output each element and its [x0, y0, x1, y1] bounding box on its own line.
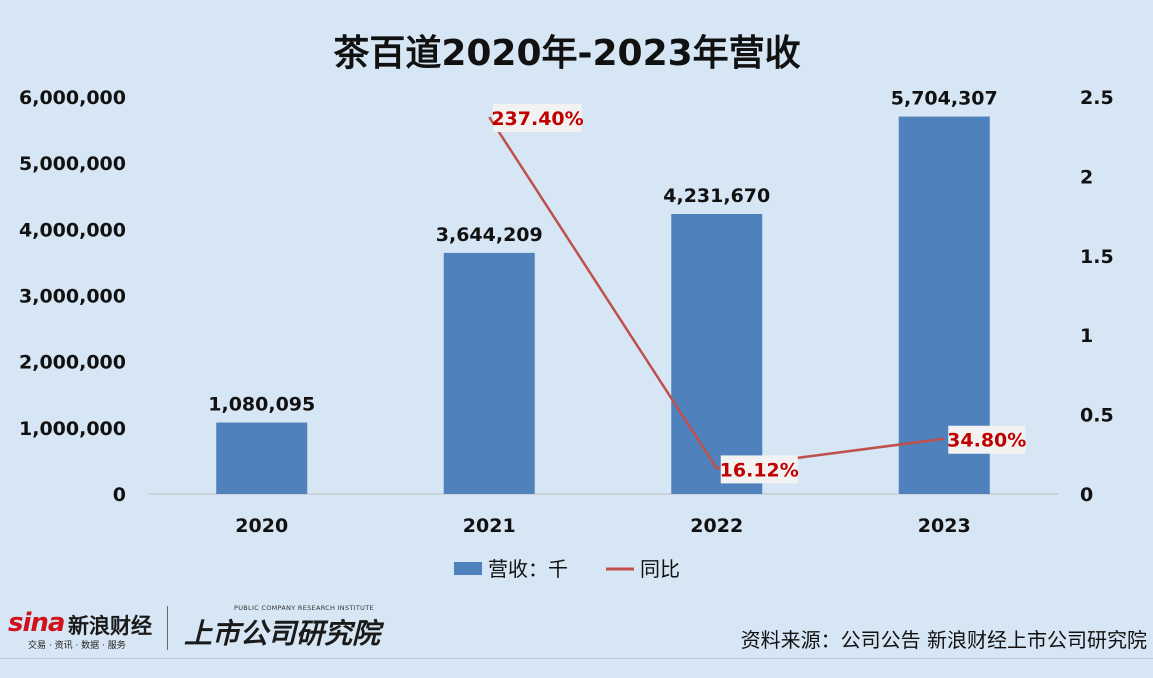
line-data-label: 237.40% [491, 108, 583, 130]
sina-finance-name: 新浪财经 [68, 614, 152, 638]
y-right-tick-label: 0.5 [1080, 405, 1114, 427]
line-data-label-box [493, 104, 582, 133]
y-left-tick-label: 5,000,000 [19, 153, 126, 175]
bar-data-label: 1,080,095 [208, 394, 315, 416]
bar-revenue-2020 [216, 422, 308, 494]
institute-name-cn: 上市公司研究院 [184, 617, 381, 650]
footer-divider [0, 658, 1153, 659]
x-tick-label: 2021 [463, 515, 516, 537]
line-series: 237.40% 16.12% 34.80% [488, 104, 1026, 484]
line-data-label-box [720, 455, 798, 484]
source-note: 资料来源：公司公告 新浪财经上市公司研究院 [740, 628, 1147, 652]
legend-label-revenue: 营收：千 [488, 557, 568, 581]
y-left-tick-label: 1,000,000 [19, 418, 126, 440]
y-axis-left: 0 1,000,000 2,000,000 3,000,000 4,000,000 5,0… [19, 87, 126, 506]
legend-label-yoy: 同比 [640, 557, 680, 581]
y-left-tick-label: 3,000,000 [19, 286, 126, 308]
x-tick-label: 2022 [690, 515, 743, 537]
brand-divider [167, 606, 168, 650]
y-right-tick-label: 2 [1080, 166, 1093, 188]
y-right-tick-label: 1.5 [1080, 246, 1114, 268]
y-left-tick-label: 0 [113, 484, 126, 506]
x-axis: 2020 2021 2022 2023 [235, 515, 970, 537]
legend: 营收：千 同比 [454, 557, 680, 581]
sina-logo-wordmark: sina [8, 608, 65, 638]
y-right-tick-label: 1 [1080, 325, 1093, 347]
institute-name-en: PUBLIC COMPANY RESEARCH INSTITUTE [234, 604, 374, 612]
bar-revenue-2022 [671, 214, 763, 494]
x-tick-label: 2023 [918, 515, 971, 537]
x-tick-label: 2020 [235, 515, 288, 537]
y-axis-right: 0 0.5 1 1.5 2 2.5 [1080, 87, 1114, 506]
bar-series: 1,080,095 3,644,209 4,231,670 5,704,307 [208, 88, 998, 495]
y-right-tick-label: 0 [1080, 484, 1093, 506]
y-left-tick-label: 6,000,000 [19, 87, 126, 109]
y-left-tick-label: 2,000,000 [19, 352, 126, 374]
legend-swatch-revenue [454, 562, 482, 575]
line-data-label-box [948, 425, 1026, 454]
bar-data-label: 5,704,307 [891, 88, 998, 110]
bar-revenue-2021 [443, 252, 535, 494]
line-data-label: 16.12% [720, 459, 799, 481]
bar-data-label: 4,231,670 [663, 185, 770, 207]
sina-finance-tagline: 交易 · 资讯 · 数据 · 服务 [28, 641, 126, 651]
y-right-tick-label: 2.5 [1080, 87, 1114, 109]
y-left-tick-label: 4,000,000 [19, 219, 126, 241]
bar-data-label: 3,644,209 [436, 224, 543, 246]
chart-title: 茶百道2020年-2023年营收 [333, 33, 800, 74]
line-yoy [488, 116, 945, 470]
line-data-label: 34.80% [947, 430, 1026, 452]
